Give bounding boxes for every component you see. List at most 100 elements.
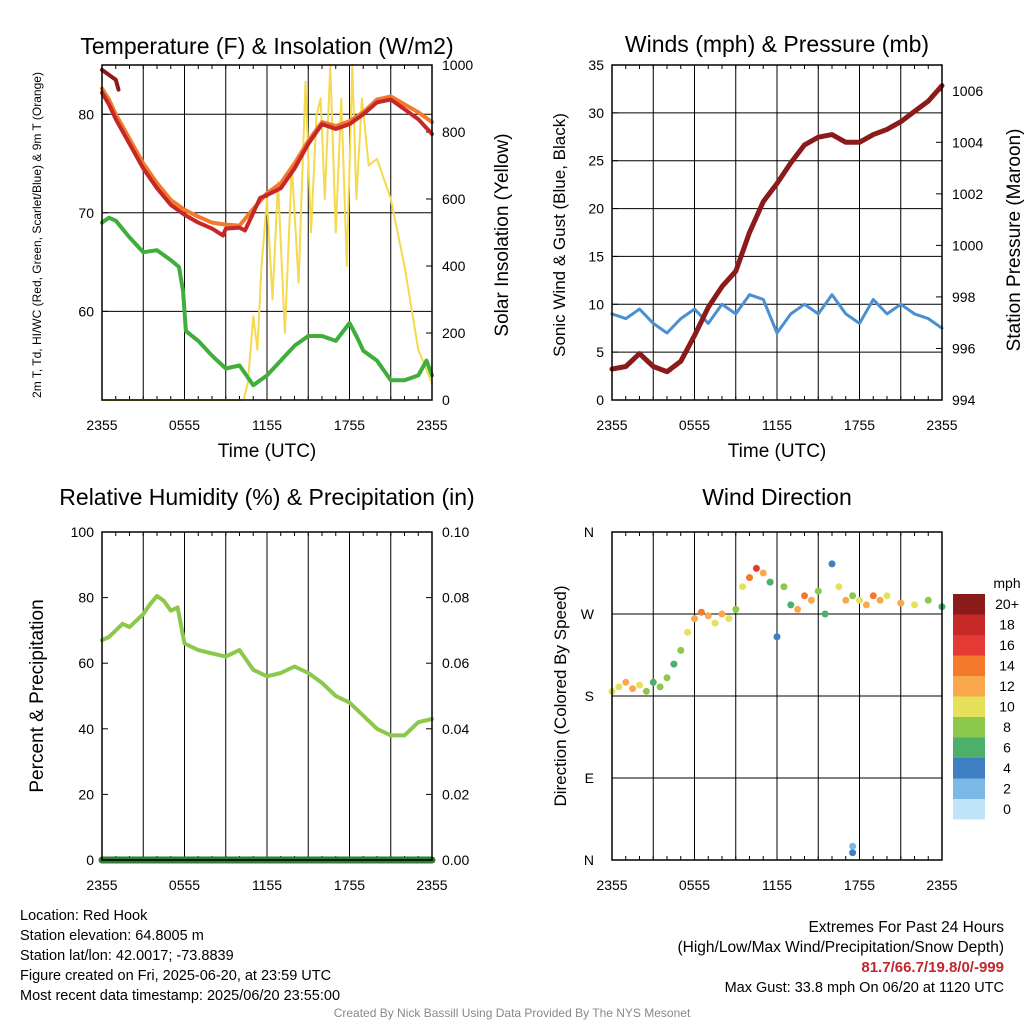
extremes-title: Extremes For Past 24 Hours — [808, 919, 1004, 936]
wind-y-tick-label: 35 — [588, 57, 604, 73]
pressure-line — [609, 83, 945, 375]
wind-x-tick-label: 2355 — [596, 417, 627, 433]
direction-point — [725, 615, 733, 623]
rh-x-tick-label: 2355 — [416, 877, 447, 893]
wind-y2-tick-label: 1006 — [952, 83, 983, 99]
wind-y-tick-label: 10 — [588, 296, 604, 312]
temp-y2-tick-label: 800 — [442, 124, 466, 140]
wind-x-tick-label: 2355 — [926, 417, 957, 433]
direction-point — [670, 660, 678, 668]
legend-swatch — [953, 655, 985, 676]
rh-plot-frame — [101, 531, 433, 861]
direction-point — [897, 599, 905, 607]
legend-label: 14 — [999, 658, 1015, 674]
direction-point — [704, 612, 712, 620]
rh-y2-tick-label: 0.10 — [442, 524, 469, 540]
temp-x-tick-label: 2355 — [86, 417, 117, 433]
direction-point — [649, 678, 657, 686]
temp-y2-tick-label: 600 — [442, 191, 466, 207]
legend-label: 2 — [1003, 781, 1011, 797]
legend-swatch — [953, 717, 985, 738]
recent-timestamp: Most recent data timestamp: 2025/06/20 2… — [20, 988, 341, 1004]
temp-2m-line — [100, 90, 434, 238]
direction-point — [718, 610, 726, 618]
legend-label: 12 — [999, 678, 1015, 694]
direction-point — [684, 628, 692, 636]
rh-y-tick-label: 100 — [71, 524, 95, 540]
temp-y-tick-label: 60 — [78, 303, 94, 319]
dir-y-tick-label: N — [584, 524, 594, 540]
legend-swatch — [953, 635, 985, 656]
extremes-subtitle: (High/Low/Max Wind/Precipitation/Snow De… — [677, 939, 1005, 956]
temp-y2-tick-label: 1000 — [442, 57, 473, 73]
legend-swatch — [953, 594, 985, 615]
legend-swatch — [953, 799, 985, 820]
direction-point — [924, 596, 932, 604]
insolation-line — [101, 64, 433, 401]
direction-point — [849, 592, 857, 600]
wind-y2-tick-label: 994 — [952, 392, 976, 408]
rh-chart-title: Relative Humidity (%) & Precipitation (i… — [59, 484, 474, 510]
temp-y-axis-label: 2m T, Td, HI/WC (Red, Green, Scarlet/Blu… — [30, 72, 44, 398]
rh-y2-tick-label: 0.08 — [442, 590, 469, 606]
temp-y2-tick-label: 0 — [442, 392, 450, 408]
direction-point — [814, 587, 822, 595]
direction-point — [697, 608, 705, 616]
direction-point — [794, 605, 802, 613]
dir-y-axis-label: Direction (Colored By Speed) — [551, 585, 570, 806]
legend-title: mph — [993, 575, 1020, 591]
direction-point — [642, 687, 650, 695]
legend-label: 20+ — [995, 596, 1019, 612]
legend-swatch — [953, 676, 985, 697]
wind-chart-title: Winds (mph) & Pressure (mb) — [625, 31, 929, 57]
wind-y2-tick-label: 1004 — [952, 134, 983, 150]
dir-x-tick-label: 1755 — [844, 877, 875, 893]
credit-line: Created By Nick Bassill Using Data Provi… — [333, 1006, 691, 1020]
direction-point — [849, 842, 857, 850]
rh-x-tick-label: 2355 — [86, 877, 117, 893]
max-gust: Max Gust: 33.8 mph On 06/20 at 1120 UTC — [724, 980, 1004, 996]
temp-x-tick-label: 1755 — [334, 417, 365, 433]
legend-label: 18 — [999, 617, 1015, 633]
meteogram-figure: 2355 0555 1155 1755 235560708002004006008001… — [27, 31, 1024, 893]
rh-x-tick-label: 0555 — [169, 877, 200, 893]
sonic-wind-line — [610, 293, 944, 335]
direction-point — [869, 592, 877, 600]
direction-point — [739, 583, 747, 591]
wind-x-axis-label: Time (UTC) — [728, 441, 827, 462]
legend-swatch — [953, 758, 985, 779]
wind-y2-tick-label: 1002 — [952, 186, 983, 202]
rh-y-tick-label: 20 — [78, 786, 94, 802]
wind-y-tick-label: 0 — [596, 392, 604, 408]
direction-point — [835, 583, 843, 591]
direction-point — [691, 615, 698, 623]
wind-y2-tick-label: 996 — [952, 340, 976, 356]
dir-y-tick-label: N — [584, 852, 594, 868]
legend-label: 6 — [1003, 740, 1011, 756]
direction-point — [807, 596, 815, 604]
extremes-info: Extremes For Past 24 Hours (High/Low/Max… — [678, 918, 1005, 998]
direction-point — [876, 596, 884, 604]
dir-x-tick-label: 2355 — [596, 877, 627, 893]
rh-x-tick-label: 1155 — [252, 877, 282, 893]
temp-x-tick-label: 0555 — [169, 417, 200, 433]
rh-y2-tick-label: 0.06 — [442, 655, 469, 671]
heat-index-line — [100, 67, 121, 92]
extremes-values: 81.7/66.7/19.8/0/-999 — [861, 959, 1004, 976]
direction-point — [862, 601, 870, 609]
dir-plot-frame — [611, 531, 943, 861]
figure-created: Figure created on Fri, 2025-06-20, at 23… — [20, 968, 332, 984]
direction-point — [711, 619, 719, 627]
dir-x-tick-label: 1155 — [762, 877, 792, 893]
legend-label: 4 — [1003, 760, 1011, 776]
pressure-y-axis-label: Station Pressure (Maroon) — [1004, 129, 1024, 352]
station-info: Location: Red Hook Station elevation: 64… — [20, 906, 340, 1006]
station-elevation: Station elevation: 64.8005 m — [20, 928, 204, 944]
temp-x-axis-label: Time (UTC) — [218, 441, 317, 462]
temp-y-tick-label: 80 — [78, 106, 94, 122]
direction-point — [622, 678, 630, 686]
legend-label: 16 — [999, 637, 1015, 653]
rh-y-tick-label: 80 — [78, 590, 94, 606]
direction-point — [663, 674, 671, 682]
direction-point — [787, 601, 795, 609]
